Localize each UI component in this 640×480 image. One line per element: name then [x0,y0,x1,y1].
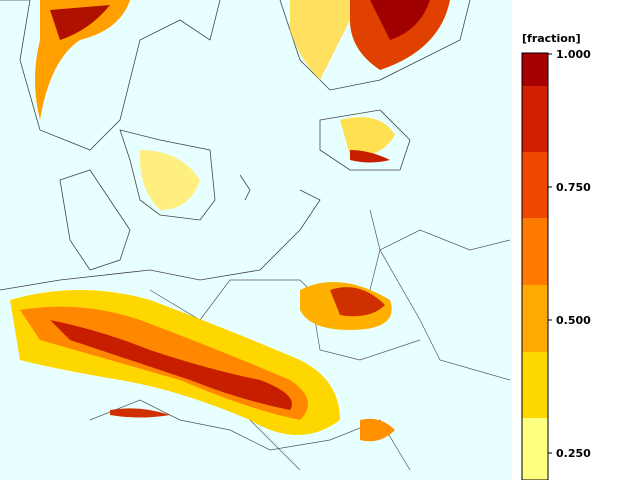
colorbar-band [522,218,548,285]
colorbar-ticks: 1.000 0.750 0.500 0.250 [548,48,591,460]
tick-label: 0.500 [556,314,591,327]
tick-label: 0.750 [556,181,591,194]
colorbar-band [522,285,548,352]
legend-unit: [fraction] [522,32,581,45]
tick-label: 1.000 [556,48,591,61]
coastlines [0,0,471,291]
colorbar-band [522,53,548,86]
fraction-field [10,0,450,442]
colorbar-frame [521,52,549,480]
colorbar-band [522,418,548,480]
colorbar-band [522,86,548,152]
colorbar-band [522,152,548,218]
colorbar [521,52,549,480]
tick-label: 0.250 [556,447,591,460]
colorbar-band [522,352,548,418]
